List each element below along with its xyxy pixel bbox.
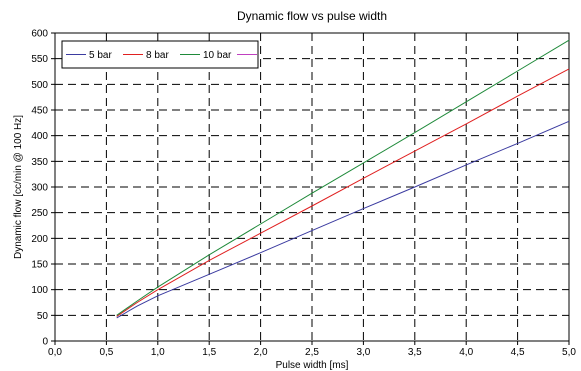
legend-label-2: 10 bar	[203, 50, 232, 61]
x-tick-label: 3,5	[408, 347, 422, 358]
x-tick-label: 1,0	[151, 347, 165, 358]
y-tick-label: 400	[31, 131, 48, 142]
y-tick-label: 50	[37, 311, 49, 322]
x-tick-label: 3,0	[356, 347, 370, 358]
legend-label-1: 8 bar	[146, 50, 169, 61]
legend-box	[61, 40, 259, 69]
y-tick-label: 350	[31, 157, 48, 168]
series-line-1	[116, 68, 570, 317]
x-tick-label: 2,5	[305, 347, 319, 358]
y-tick-label: 250	[31, 208, 48, 219]
y-tick-label: 0	[42, 337, 48, 348]
y-tick-label: 450	[31, 106, 48, 117]
y-tick-label: 300	[31, 183, 48, 194]
y-tick-label: 500	[31, 80, 48, 91]
chart-title: Dynamic flow vs pulse width	[237, 9, 387, 23]
legend-label-0: 5 bar	[89, 50, 112, 61]
series-line-0	[116, 120, 570, 319]
x-tick-label: 4,5	[511, 347, 525, 358]
axis-layer: 0 50 100 150 200 250 300 350 400 450 500 550 600 0,0 0…	[31, 29, 576, 359]
y-tick-label: 550	[31, 54, 48, 65]
x-tick-label: 0,0	[48, 347, 62, 358]
x-tick-label: 0,5	[99, 347, 113, 358]
y-tick-label: 150	[31, 260, 48, 271]
y-tick-label: 200	[31, 234, 48, 245]
x-tick-label: 2,0	[254, 347, 268, 358]
y-tick-label: 600	[31, 29, 48, 40]
y-axis-title: Dynamic flow [cc/min @ 100 Hz]	[13, 115, 24, 259]
x-tick-label: 4,0	[459, 347, 473, 358]
legend: 5 bar 8 bar 10 bar	[61, 40, 259, 69]
y-tick-label: 100	[31, 285, 48, 296]
series-layer	[116, 39, 570, 319]
x-tick-label: 5,0	[562, 347, 576, 358]
x-tick-label: 1,5	[202, 347, 216, 358]
series-line-2	[116, 39, 570, 316]
x-axis-title: Pulse width [ms]	[276, 360, 349, 371]
